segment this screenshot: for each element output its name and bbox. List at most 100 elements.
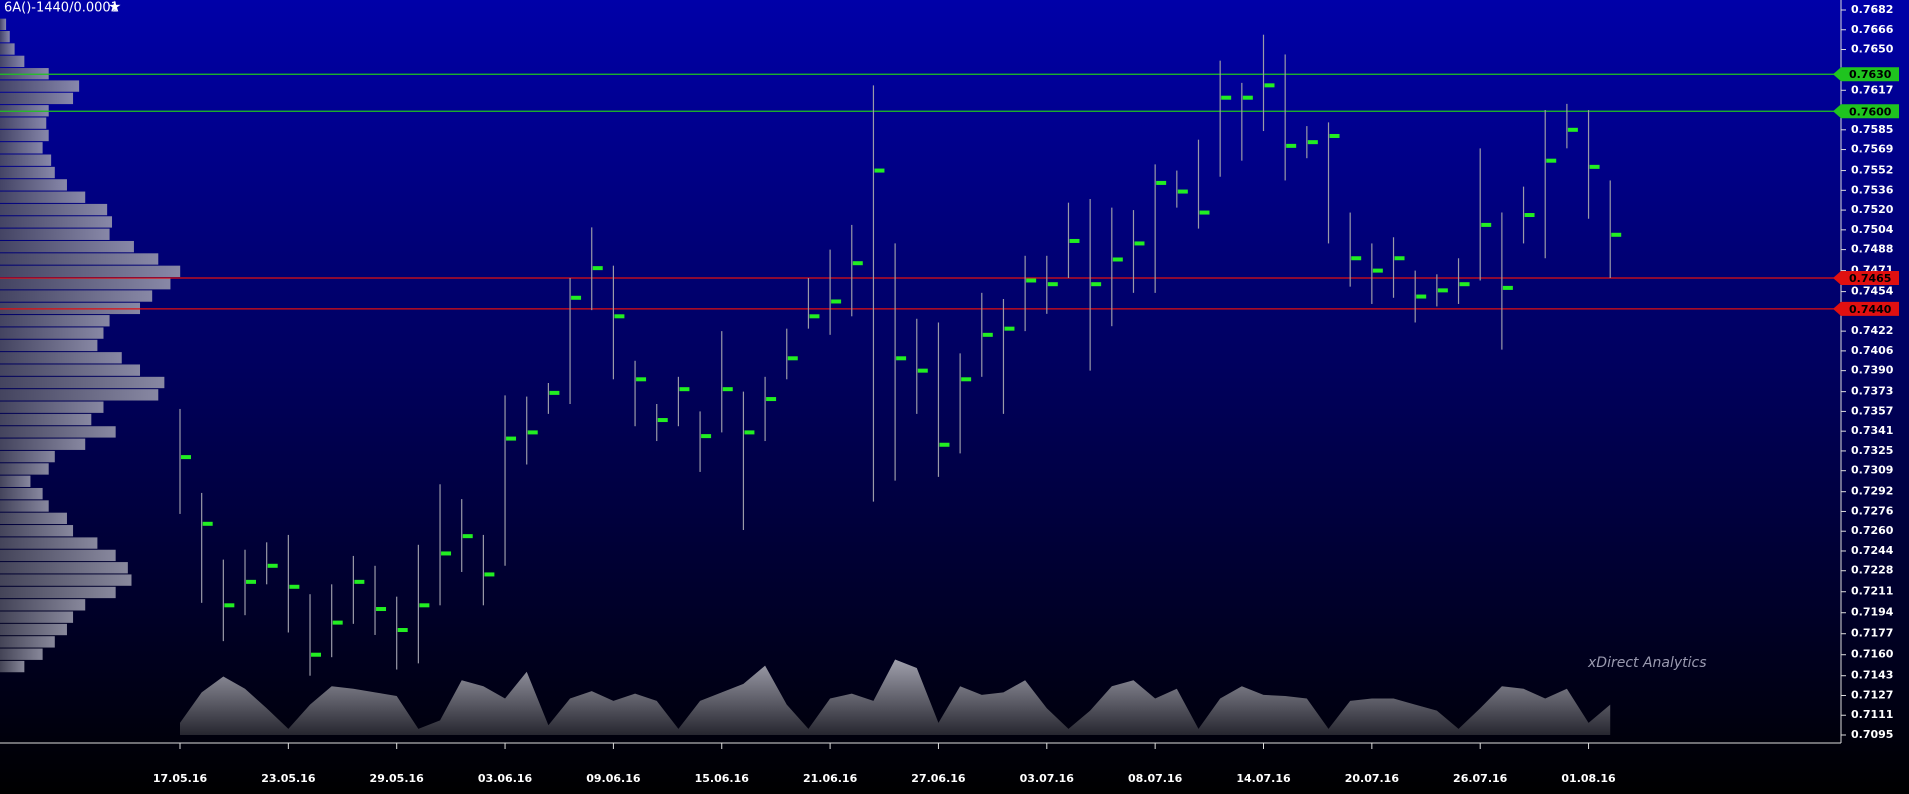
poc-marker <box>1502 285 1513 290</box>
poc-marker <box>1026 278 1037 283</box>
y-tick-label: 0.7244 <box>1851 544 1894 557</box>
x-tick-label: 14.07.16 <box>1236 772 1291 785</box>
poc-marker <box>1004 326 1015 331</box>
y-tick-label: 0.7095 <box>1851 728 1893 741</box>
y-tick-label: 0.7292 <box>1851 485 1893 498</box>
poc-marker <box>397 628 408 633</box>
profile-bar <box>0 339 98 352</box>
y-tick-label: 0.7585 <box>1851 123 1893 136</box>
poc-marker <box>961 377 972 382</box>
poc-marker <box>1351 256 1362 261</box>
level-label: 0.7465 <box>1849 272 1891 285</box>
y-tick-label: 0.7373 <box>1851 385 1893 398</box>
profile-bar <box>0 92 74 105</box>
poc-marker <box>787 356 798 361</box>
y-tick-label: 0.7650 <box>1851 43 1894 56</box>
profile-bar <box>0 265 181 278</box>
y-tick-label: 0.7617 <box>1851 83 1893 96</box>
x-tick-label: 01.08.16 <box>1561 772 1616 785</box>
profile-bar <box>0 80 80 92</box>
profile-bar <box>0 315 110 327</box>
poc-marker <box>267 563 278 568</box>
x-tick-label: 29.05.16 <box>370 772 425 785</box>
poc-marker <box>332 620 343 625</box>
poc-marker <box>1437 288 1448 293</box>
poc-marker <box>506 436 517 441</box>
y-tick-label: 0.7309 <box>1851 464 1893 477</box>
profile-bar <box>0 253 159 265</box>
profile-bar <box>0 413 92 426</box>
profile-bar <box>0 216 113 228</box>
y-tick-label: 0.7357 <box>1851 404 1893 417</box>
profile-bar <box>0 512 67 525</box>
profile-bar <box>0 240 134 253</box>
y-tick-label: 0.7390 <box>1851 364 1894 377</box>
profile-bar <box>0 487 43 500</box>
poc-marker <box>1524 213 1535 218</box>
poc-marker <box>1307 140 1318 145</box>
poc-marker <box>1611 232 1622 237</box>
poc-marker <box>376 607 387 612</box>
profile-bar <box>0 562 128 574</box>
x-tick-label: 03.06.16 <box>478 772 533 785</box>
x-tick-label: 17.05.16 <box>153 772 208 785</box>
poc-marker <box>289 584 300 589</box>
y-tick-label: 0.7143 <box>1851 669 1893 682</box>
poc-marker <box>1286 143 1297 148</box>
profile-bar <box>0 549 116 562</box>
poc-marker <box>224 603 235 608</box>
profile-bar <box>0 389 159 401</box>
poc-marker <box>1567 127 1578 132</box>
profile-bar <box>0 191 86 203</box>
profile-bar <box>0 438 86 450</box>
profile-bar <box>0 43 15 55</box>
poc-marker <box>1112 257 1123 262</box>
y-tick-label: 0.7536 <box>1851 183 1894 196</box>
profile-bar <box>0 599 86 611</box>
profile-bar <box>0 352 122 364</box>
poc-marker <box>1069 238 1080 243</box>
poc-marker <box>852 261 863 266</box>
poc-marker <box>636 377 647 382</box>
poc-marker <box>1264 83 1275 88</box>
level-tag <box>1833 104 1899 119</box>
chart-title: 6A()-1440/0.0001 <box>4 1 119 16</box>
poc-marker <box>982 332 993 337</box>
profile-bar <box>0 401 104 413</box>
poc-marker <box>419 603 430 608</box>
poc-marker <box>246 579 257 584</box>
profile-bar <box>0 364 141 376</box>
favorite-star[interactable]: ★ <box>108 0 121 16</box>
y-tick-label: 0.7211 <box>1851 585 1893 598</box>
profile-bar <box>0 290 153 302</box>
poc-marker <box>1134 241 1145 246</box>
y-tick-label: 0.7325 <box>1851 444 1893 457</box>
y-tick-label: 0.7341 <box>1851 424 1893 437</box>
y-tick-label: 0.7127 <box>1851 688 1893 701</box>
poc-marker <box>571 295 582 300</box>
profile-bar <box>0 55 25 68</box>
profile-bar <box>0 611 74 623</box>
profile-bar <box>0 500 49 512</box>
poc-marker <box>831 299 842 304</box>
poc-marker <box>311 652 322 657</box>
y-tick-label: 0.7177 <box>1851 627 1893 640</box>
poc-marker <box>701 434 712 439</box>
poc-marker <box>484 572 495 577</box>
level-label: 0.7630 <box>1849 68 1892 81</box>
x-tick-label: 21.06.16 <box>803 772 858 785</box>
profile-bar <box>0 166 55 179</box>
poc-marker <box>874 168 885 173</box>
profile-bar <box>0 426 116 438</box>
x-tick-label: 15.06.16 <box>695 772 750 785</box>
profile-bar <box>0 129 49 142</box>
y-tick-label: 0.7666 <box>1851 23 1894 36</box>
poc-marker <box>679 387 690 392</box>
y-tick-label: 0.7422 <box>1851 324 1893 337</box>
poc-marker <box>722 387 733 392</box>
x-tick-label: 03.07.16 <box>1020 772 1075 785</box>
y-tick-label: 0.7276 <box>1851 504 1894 517</box>
